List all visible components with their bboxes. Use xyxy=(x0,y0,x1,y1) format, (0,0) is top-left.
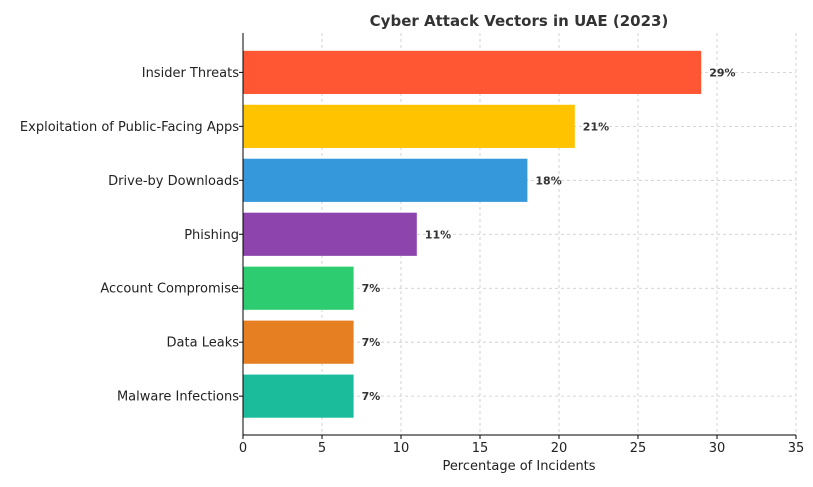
category-label: Drive-by Downloads xyxy=(108,174,239,189)
data-label: 18% xyxy=(535,174,561,187)
x-tick-label: 30 xyxy=(709,441,726,456)
x-tick-label: 5 xyxy=(318,441,326,456)
category-label: Malware Infections xyxy=(117,390,239,405)
data-label: 7% xyxy=(362,390,381,403)
data-label: 21% xyxy=(583,120,609,133)
bar xyxy=(243,50,702,94)
data-label: 11% xyxy=(425,228,451,241)
category-label: Phishing xyxy=(184,228,239,243)
x-tick-label: 20 xyxy=(551,441,568,456)
bar xyxy=(243,212,417,256)
category-labels: Insider Threats Exploitation of Public-Fa… xyxy=(20,66,239,405)
x-axis-label: Percentage of Incidents xyxy=(442,459,595,474)
bar xyxy=(243,104,575,148)
data-label: 29% xyxy=(709,66,735,79)
bar xyxy=(243,266,354,310)
x-tick-labels: 0 5 10 15 20 25 30 35 xyxy=(239,441,804,456)
x-tick-label: 35 xyxy=(788,441,805,456)
bars xyxy=(243,50,702,418)
x-tick-label: 10 xyxy=(393,441,410,456)
x-tick-label: 0 xyxy=(239,441,247,456)
category-label: Account Compromise xyxy=(100,282,239,297)
x-tick-label: 25 xyxy=(630,441,647,456)
bar xyxy=(243,374,354,418)
category-label: Data Leaks xyxy=(167,336,240,351)
axes xyxy=(239,33,797,439)
data-label: 7% xyxy=(362,336,381,349)
category-label: Exploitation of Public-Facing Apps xyxy=(20,120,239,135)
category-label: Insider Threats xyxy=(142,66,239,81)
bar xyxy=(243,320,354,364)
bar xyxy=(243,158,528,202)
data-labels: 29% 21% 18% 11% 7% 7% 7% xyxy=(362,66,736,403)
chart-title: Cyber Attack Vectors in UAE (2023) xyxy=(370,12,669,30)
data-label: 7% xyxy=(362,282,381,295)
x-tick-label: 15 xyxy=(472,441,489,456)
